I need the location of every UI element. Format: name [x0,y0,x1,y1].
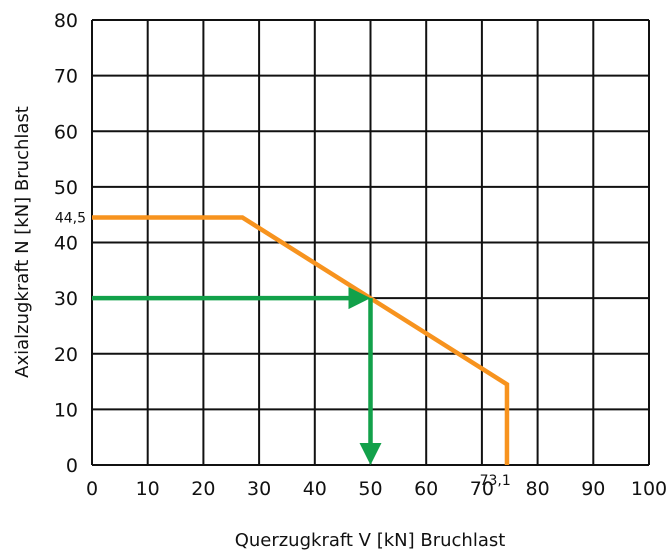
series-layer [92,215,510,465]
y-tick-label: 60 [54,121,78,143]
y-axis-title: Axialzugkraft N [kN] Bruchlast [12,106,33,378]
x-tick-label: 30 [247,478,271,500]
y-tick-label: 10 [54,399,78,421]
x-tick-label: 60 [414,478,438,500]
arrowhead-down-icon [359,443,382,465]
x-tick-label: 50 [358,478,382,500]
y-tick-label: 50 [54,177,78,199]
y-tick-label: 80 [54,10,78,32]
x-tick-label: 10 [136,478,160,500]
example-path-layer [92,287,382,465]
x-tick-label: 40 [303,478,327,500]
x-tick-label: 80 [526,478,550,500]
y-tick-label: 40 [54,233,78,255]
x-tick-label: 70 [470,478,494,500]
x-tick-label: 0 [86,478,98,500]
annotation-layer: 44,5 73,1 [55,210,511,489]
y-tick-labels: 0 10 20 30 40 50 60 70 80 [54,10,78,477]
y-tick-label: 70 [54,66,78,88]
y-tick-label: 20 [54,344,78,366]
arrowhead-right-icon [348,287,371,310]
x-tick-label: 20 [191,478,215,500]
x-axis-title: Querzugkraft V [kN] Bruchlast [235,530,506,551]
annotation-x-value: 73,1 [480,473,511,489]
annotation-y-value: 44,5 [55,210,86,226]
y-tick-label: 0 [66,455,78,477]
y-tick-label: 30 [54,288,78,310]
series-line [92,215,510,465]
x-tick-labels: 0 10 20 30 40 50 60 70 80 90 100 [86,478,667,500]
x-tick-label: 90 [581,478,605,500]
x-tick-label: 100 [631,478,667,500]
